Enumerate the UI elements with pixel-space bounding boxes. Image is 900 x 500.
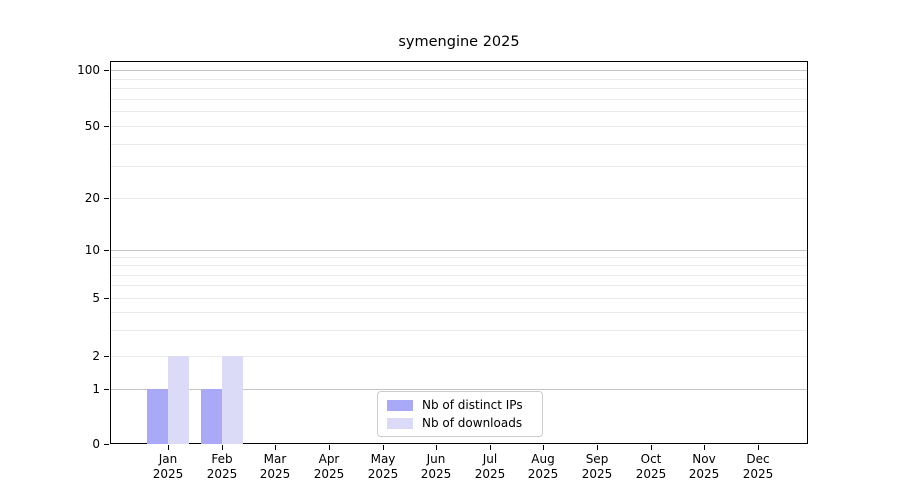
gridline-y-20 xyxy=(111,198,807,199)
gridline-y-50 xyxy=(111,126,807,127)
x-tick-label-oct: Oct 2025 xyxy=(635,452,667,481)
x-tick-nov xyxy=(704,445,705,450)
y-tick-label-100: 100 xyxy=(77,63,100,77)
y-tick-label-50: 50 xyxy=(84,119,100,133)
x-tick-jun xyxy=(436,445,437,450)
gridline-y-90 xyxy=(111,79,807,80)
x-tick-label-apr: Apr 2025 xyxy=(313,452,345,481)
x-tick-may xyxy=(383,445,384,450)
y-tick-label-10: 10 xyxy=(84,243,100,257)
y-tick-100 xyxy=(104,70,109,71)
plot-area xyxy=(110,61,808,444)
x-tick-dec xyxy=(758,445,759,450)
x-tick-apr xyxy=(329,445,330,450)
x-tick-label-jul: Jul 2025 xyxy=(474,452,506,481)
legend-item-distinct-ips: Nb of distinct IPs xyxy=(387,397,533,413)
legend: Nb of distinct IPs Nb of downloads xyxy=(377,391,543,437)
gridline-y-5 xyxy=(111,298,807,299)
y-tick-1 xyxy=(104,389,109,390)
x-tick-label-may: May 2025 xyxy=(367,452,399,481)
x-tick-aug xyxy=(543,445,544,450)
gridline-y-40 xyxy=(111,144,807,145)
y-tick-5 xyxy=(104,298,109,299)
gridline-y-30 xyxy=(111,166,807,167)
x-tick-label-sep: Sep 2025 xyxy=(581,452,613,481)
x-tick-label-dec: Dec 2025 xyxy=(742,452,774,481)
y-tick-50 xyxy=(104,126,109,127)
x-tick-jan xyxy=(168,445,169,450)
legend-label-distinct-ips: Nb of distinct IPs xyxy=(422,398,523,412)
x-tick-oct xyxy=(651,445,652,450)
y-tick-20 xyxy=(104,198,109,199)
gridline-y-3 xyxy=(111,330,807,331)
legend-swatch-distinct-ips xyxy=(387,399,413,411)
bar-feb-downloads xyxy=(222,356,243,444)
y-tick-10 xyxy=(104,250,109,251)
bar-feb-distinct-ips xyxy=(201,389,222,444)
chart-title: symengine 2025 xyxy=(398,34,520,50)
x-tick-mar xyxy=(275,445,276,450)
gridline-y-6 xyxy=(111,285,807,286)
y-tick-2 xyxy=(104,356,109,357)
gridline-y-9 xyxy=(111,257,807,258)
bar-jan-downloads xyxy=(168,356,189,444)
y-tick-label-2: 2 xyxy=(92,349,100,363)
x-tick-jul xyxy=(490,445,491,450)
x-tick-label-feb: Feb 2025 xyxy=(206,452,238,481)
x-tick-label-jun: Jun 2025 xyxy=(420,452,452,481)
legend-item-downloads: Nb of downloads xyxy=(387,415,533,431)
y-tick-label-0: 0 xyxy=(92,437,100,451)
gridline-y-10 xyxy=(111,250,807,251)
gridline-y-2 xyxy=(111,356,807,357)
gridline-y-80 xyxy=(111,88,807,89)
gridline-y-1 xyxy=(111,389,807,390)
x-tick-label-mar: Mar 2025 xyxy=(259,452,291,481)
gridline-y-8 xyxy=(111,265,807,266)
y-tick-label-1: 1 xyxy=(92,382,100,396)
x-tick-sep xyxy=(597,445,598,450)
legend-swatch-downloads xyxy=(387,417,413,429)
gridline-y-4 xyxy=(111,312,807,313)
y-tick-0 xyxy=(104,444,109,445)
gridline-y-100 xyxy=(111,70,807,71)
x-tick-label-nov: Nov 2025 xyxy=(688,452,720,481)
gridline-y-60 xyxy=(111,111,807,112)
y-tick-label-5: 5 xyxy=(92,291,100,305)
x-tick-label-aug: Aug 2025 xyxy=(527,452,559,481)
gridline-y-7 xyxy=(111,275,807,276)
legend-label-downloads: Nb of downloads xyxy=(422,416,523,430)
gridline-y-70 xyxy=(111,99,807,100)
bar-jan-distinct-ips xyxy=(147,389,168,444)
y-tick-label-20: 20 xyxy=(84,191,100,205)
x-tick-feb xyxy=(222,445,223,450)
x-tick-label-jan: Jan 2025 xyxy=(152,452,184,481)
